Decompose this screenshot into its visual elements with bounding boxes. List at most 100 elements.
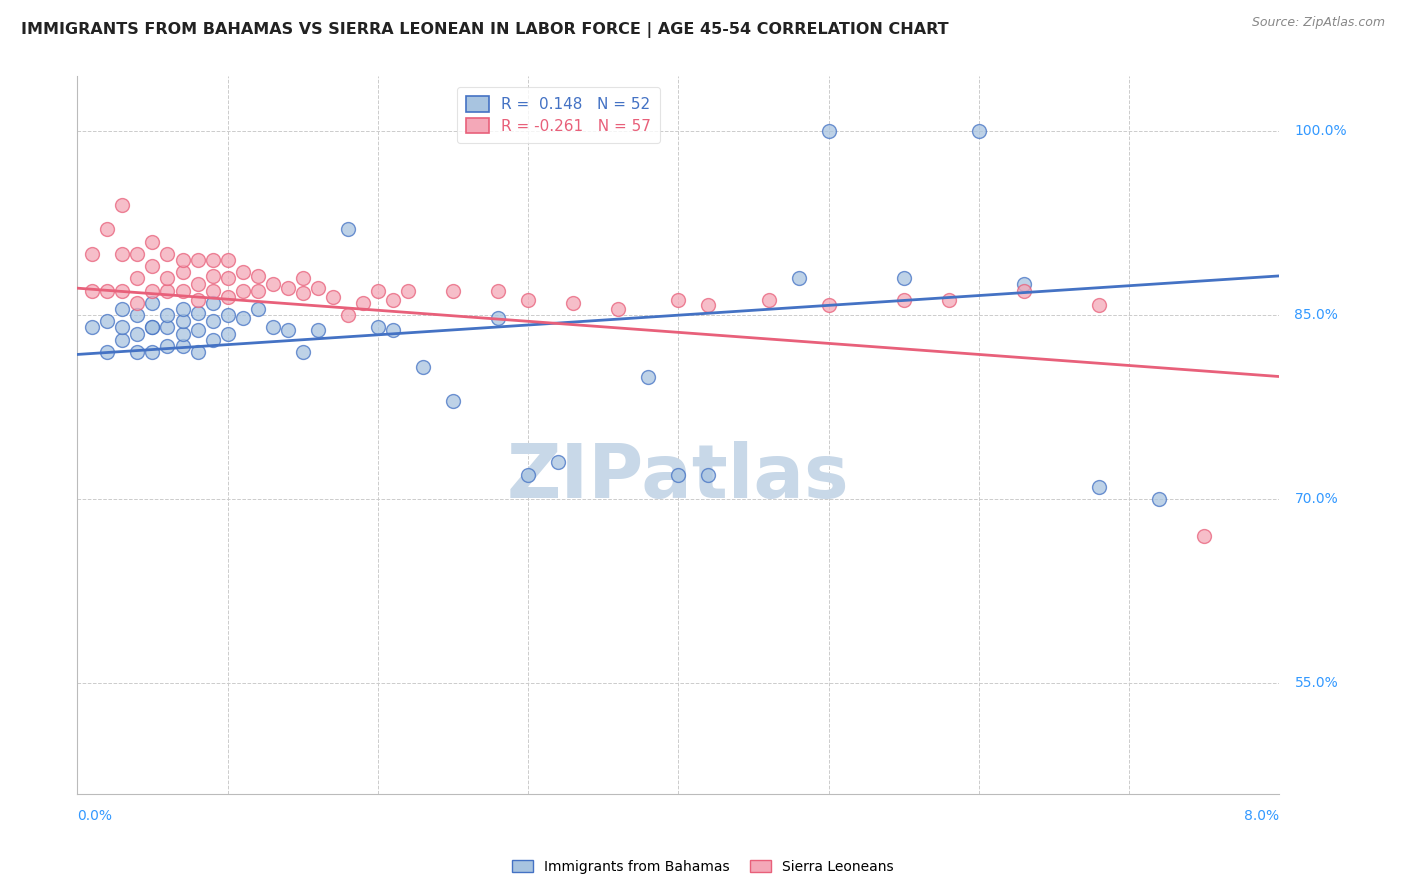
Point xyxy=(201,252,224,267)
Point xyxy=(111,320,134,334)
Point xyxy=(156,308,179,322)
Point xyxy=(367,320,389,334)
Point xyxy=(637,369,659,384)
Point xyxy=(336,308,359,322)
Text: ZIPatlas: ZIPatlas xyxy=(508,442,849,515)
Point xyxy=(201,268,224,283)
Point xyxy=(172,301,194,316)
Point xyxy=(217,271,239,285)
Point xyxy=(127,296,149,310)
Point xyxy=(156,247,179,261)
Legend: Immigrants from Bahamas, Sierra Leoneans: Immigrants from Bahamas, Sierra Leoneans xyxy=(505,853,901,880)
Point xyxy=(172,284,194,298)
Text: 70.0%: 70.0% xyxy=(1295,492,1339,507)
Point xyxy=(111,197,134,211)
Point xyxy=(246,301,269,316)
Point xyxy=(307,281,329,295)
Text: 8.0%: 8.0% xyxy=(1244,809,1279,822)
Point xyxy=(96,284,118,298)
Point xyxy=(291,286,314,301)
Point xyxy=(141,320,163,334)
Point xyxy=(817,298,839,312)
Point xyxy=(246,284,269,298)
Legend: R =  0.148   N = 52, R = -0.261   N = 57: R = 0.148 N = 52, R = -0.261 N = 57 xyxy=(457,87,659,143)
Point xyxy=(141,259,163,273)
Point xyxy=(96,314,118,328)
Point xyxy=(893,271,915,285)
Point xyxy=(201,314,224,328)
Text: 0.0%: 0.0% xyxy=(77,809,112,822)
Point xyxy=(697,298,720,312)
Text: Source: ZipAtlas.com: Source: ZipAtlas.com xyxy=(1251,16,1385,29)
Point xyxy=(893,293,915,308)
Point xyxy=(547,455,569,469)
Point xyxy=(186,323,209,337)
Text: 55.0%: 55.0% xyxy=(1295,676,1339,690)
Point xyxy=(787,271,810,285)
Point xyxy=(396,284,419,298)
Point xyxy=(1012,277,1035,292)
Point xyxy=(758,293,780,308)
Point xyxy=(156,320,179,334)
Point xyxy=(217,326,239,341)
Point xyxy=(262,277,284,292)
Point xyxy=(817,124,839,138)
Point xyxy=(156,284,179,298)
Point xyxy=(127,308,149,322)
Point xyxy=(291,271,314,285)
Point xyxy=(127,345,149,359)
Point xyxy=(381,293,404,308)
Point xyxy=(1194,529,1216,543)
Point xyxy=(172,252,194,267)
Point xyxy=(141,320,163,334)
Point xyxy=(172,265,194,279)
Point xyxy=(82,284,104,298)
Point xyxy=(186,293,209,308)
Point xyxy=(381,323,404,337)
Point xyxy=(517,467,540,482)
Point xyxy=(441,284,464,298)
Text: 100.0%: 100.0% xyxy=(1295,124,1347,138)
Point xyxy=(201,333,224,347)
Point xyxy=(1149,492,1171,507)
Point xyxy=(668,293,690,308)
Point xyxy=(336,222,359,236)
Point xyxy=(141,345,163,359)
Point xyxy=(186,306,209,320)
Point xyxy=(486,284,509,298)
Point xyxy=(277,281,299,295)
Point xyxy=(1088,480,1111,494)
Point xyxy=(217,252,239,267)
Point xyxy=(367,284,389,298)
Point xyxy=(127,247,149,261)
Point xyxy=(246,268,269,283)
Point xyxy=(277,323,299,337)
Point xyxy=(82,247,104,261)
Text: 85.0%: 85.0% xyxy=(1295,308,1339,322)
Point xyxy=(96,222,118,236)
Point xyxy=(201,284,224,298)
Point xyxy=(232,310,254,325)
Point xyxy=(291,345,314,359)
Point xyxy=(156,339,179,353)
Point xyxy=(172,339,194,353)
Point xyxy=(262,320,284,334)
Point xyxy=(141,284,163,298)
Point xyxy=(111,247,134,261)
Point xyxy=(141,235,163,249)
Point xyxy=(938,293,960,308)
Point xyxy=(607,301,630,316)
Point xyxy=(307,323,329,337)
Point xyxy=(217,290,239,304)
Point xyxy=(697,467,720,482)
Point xyxy=(486,310,509,325)
Point xyxy=(172,314,194,328)
Point xyxy=(127,271,149,285)
Point xyxy=(186,277,209,292)
Point xyxy=(1012,284,1035,298)
Point xyxy=(668,467,690,482)
Point xyxy=(111,333,134,347)
Point xyxy=(352,296,374,310)
Point xyxy=(127,326,149,341)
Point xyxy=(82,320,104,334)
